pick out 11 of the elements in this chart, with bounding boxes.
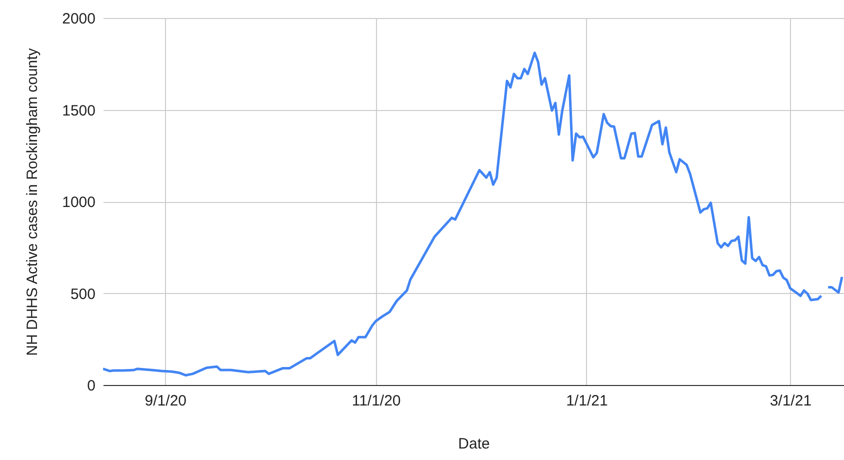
x-tick-label: 3/1/21 [770,392,812,410]
y-axis-title: NH DHHS Active cases in Rockingham county [24,48,42,356]
y-tick-label: 1500 [62,102,96,120]
x-tick-label: 9/1/20 [144,392,187,410]
x-tick-label: 11/1/20 [352,392,401,410]
y-tick-label: 500 [70,286,96,303]
y-tick-label: 0 [87,378,96,394]
y-tick-label: 2000 [62,10,96,28]
x-axis-title: Date [458,436,490,452]
y-tick-label: 1000 [62,194,96,211]
x-tick-label: 1/1/21 [566,392,608,410]
